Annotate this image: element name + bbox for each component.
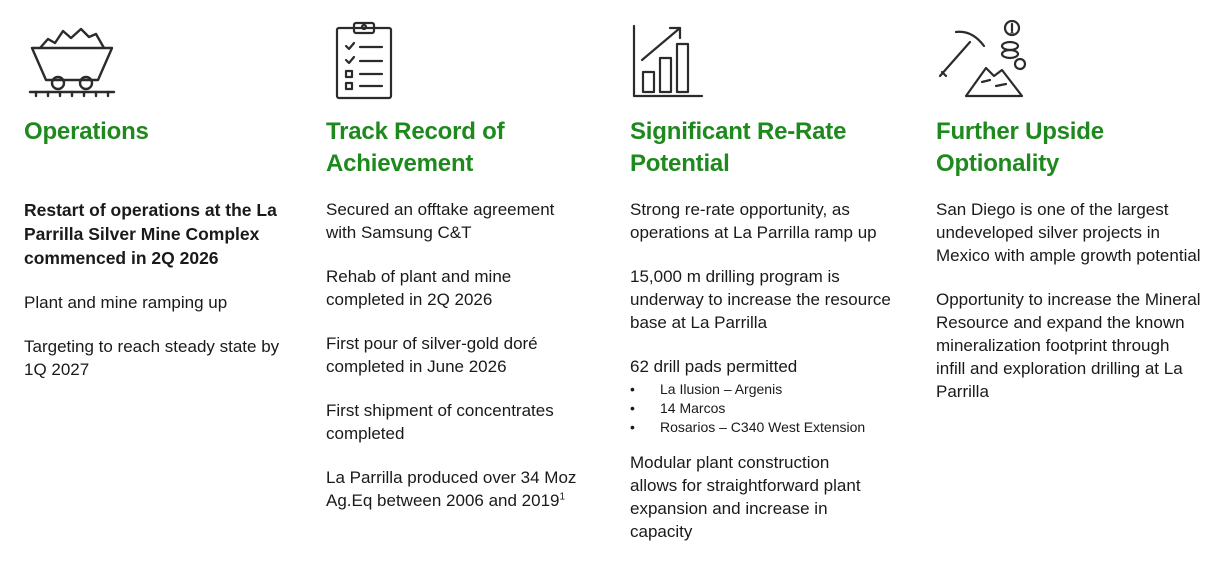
paragraph: Strong re-rate opportunity, as operation… <box>630 200 877 242</box>
footnote-marker: 1 <box>559 491 566 503</box>
paragraph: Opportunity to increase the Mineral Reso… <box>936 290 1201 401</box>
column-title: Operations <box>24 118 149 145</box>
list-item: Rosarios – C340 West Extension <box>630 418 910 437</box>
column-title: Further Upside Optionality <box>936 118 1104 177</box>
column-title: Significant Re-Rate Potential <box>630 118 847 177</box>
column-body: Strong re-rate opportunity, as operation… <box>630 198 910 564</box>
paragraph: First pour of silver-gold doré completed… <box>326 334 538 376</box>
mine-cart-icon <box>26 20 118 100</box>
column-operations: Operations Restart of operations at the … <box>24 0 294 556</box>
clipboard-checklist-icon <box>332 20 396 100</box>
paragraph: Rehab of plant and mine completed in 2Q … <box>326 267 512 309</box>
paragraph: 62 drill pads permitted <box>630 357 798 376</box>
paragraph: Secured an offtake agreement with Samsun… <box>326 200 555 242</box>
column-upside: Further Upside Optionality San Diego is … <box>936 0 1206 556</box>
list-item: 14 Marcos <box>630 399 910 418</box>
headline-text: Restart of operations at the La Parrilla… <box>24 200 277 268</box>
column-body: Restart of operations at the La Parrilla… <box>24 198 294 402</box>
paragraph: First shipment of concentrates completed <box>326 401 554 443</box>
paragraph: Plant and mine ramping up <box>24 293 228 312</box>
column-re-rate: Significant Re-Rate Potential Strong re-… <box>630 0 910 556</box>
paragraph-with-footnote: La Parrilla produced over 34 Moz Ag.Eq b… <box>326 466 584 512</box>
column-title: Track Record of Achievement <box>326 118 505 177</box>
paragraph: Targeting to reach steady state by 1Q 20… <box>24 337 280 379</box>
drill-pad-list: La Ilusion – Argenis 14 Marcos Rosarios … <box>630 380 910 437</box>
pickaxe-coins-icon <box>936 20 1028 100</box>
list-item: La Ilusion – Argenis <box>630 380 910 399</box>
paragraph: Modular plant construction allows for st… <box>630 453 861 541</box>
growth-chart-icon <box>630 20 704 100</box>
column-track-record: Track Record of Achievement Secured an o… <box>326 0 596 556</box>
column-body: San Diego is one of the largest undevelo… <box>936 198 1202 424</box>
paragraph: San Diego is one of the largest undevelo… <box>936 200 1201 265</box>
paragraph: 15,000 m drilling program is underway to… <box>630 267 891 332</box>
paragraph-text: La Parrilla produced over 34 Moz Ag.Eq b… <box>326 468 577 510</box>
column-body: Secured an offtake agreement with Samsun… <box>326 198 584 533</box>
